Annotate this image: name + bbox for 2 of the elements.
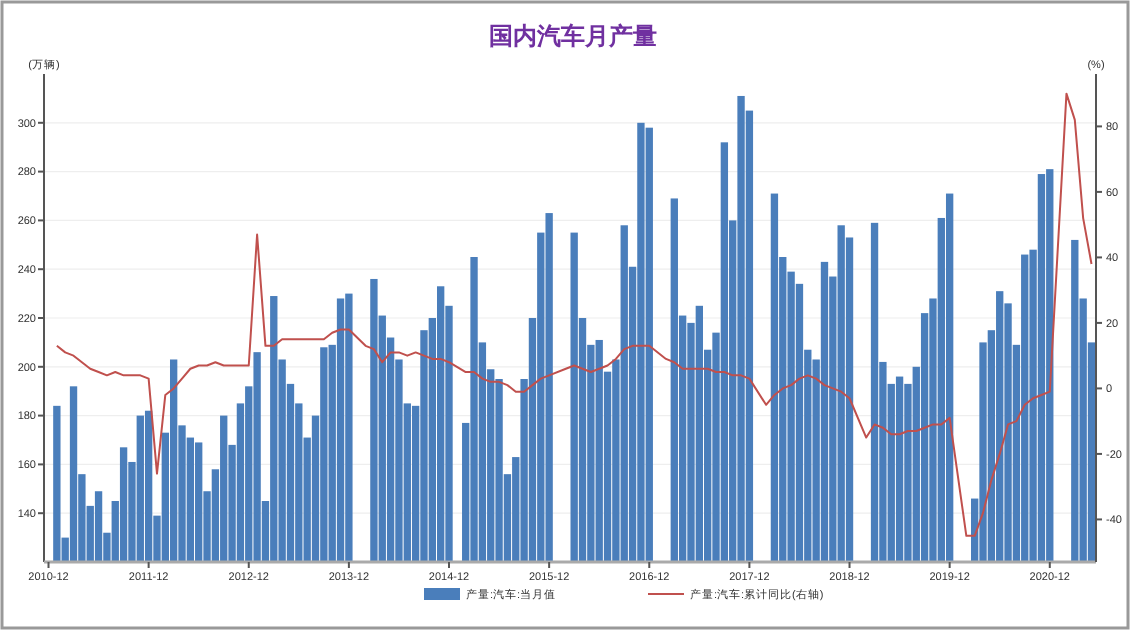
line-series	[55, 92, 1093, 537]
chart-title: 国内汽车月产量	[489, 22, 657, 50]
